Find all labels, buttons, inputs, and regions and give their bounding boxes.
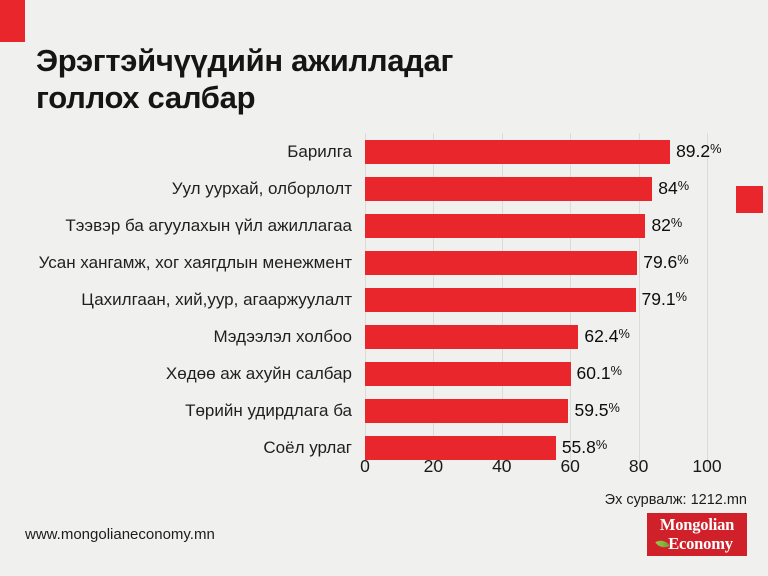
value-label: 59.5% — [574, 400, 620, 420]
value-label: 55.8% — [561, 437, 608, 457]
category-label: Соёл урлаг — [263, 437, 352, 457]
bar-area: 82% — [365, 207, 768, 244]
value-label: 60.1% — [576, 363, 622, 383]
gridline-80 — [638, 133, 640, 471]
value-label: 79.6% — [643, 252, 689, 272]
gridline-100 — [707, 133, 708, 471]
website-url: www.mongolianeconomy.mn — [25, 526, 215, 543]
x-axis: 0 20 40 60 80 100 — [360, 456, 721, 478]
page-title-line1: Эрэгтэйчүүдийн ажилладаг — [36, 43, 454, 78]
x-axis-tick-60: 60 — [560, 456, 580, 476]
chart-row: Цахилгаан, хий,уур, агааржуулалт 79.1% — [0, 281, 768, 318]
top-left-accent-square — [0, 0, 25, 42]
right-edge-accent-square — [736, 186, 763, 213]
category-label: Уул уурхай, олборлолт — [171, 178, 352, 198]
percent-sign: % — [677, 252, 689, 267]
bar-area: 55.8% — [365, 429, 768, 466]
logo-line2: Economy — [655, 533, 733, 553]
logo-line2-text: Economy — [668, 533, 733, 553]
percent-sign: % — [710, 141, 722, 156]
bar-area: 79.6% — [365, 244, 768, 281]
percent-sign: % — [670, 215, 683, 230]
percent-sign: % — [677, 178, 690, 193]
category-label: Тээвэр ба агуулахын үйл ажиллагаа — [65, 215, 352, 235]
chart-row: Төрийн удирдлага ба 59.5% — [0, 392, 768, 429]
bar-area: 59.5% — [365, 392, 768, 429]
chart-row: Хөдөө аж ахуйн салбар 60.1% — [0, 355, 768, 392]
value-label: 89.2% — [676, 141, 722, 161]
value-label: 82% — [651, 215, 683, 235]
value-label: 62.4% — [584, 326, 630, 346]
percent-sign: % — [675, 289, 687, 304]
bar-area: 89.2% — [365, 133, 768, 170]
value-label: 79.1% — [641, 289, 687, 309]
bar-area: 79.1% — [365, 281, 768, 318]
bar — [365, 250, 638, 275]
bar — [365, 435, 556, 460]
page-title: Эрэгтэйчүүдийн ажилладаг голлох салбар — [36, 42, 596, 116]
chart-row: Соёл урлаг 55.8% — [0, 429, 768, 466]
x-axis-tick-0: 0 — [360, 456, 370, 476]
bar-area: 84% — [365, 170, 768, 207]
percent-sign: % — [610, 363, 622, 378]
bar — [365, 361, 571, 386]
x-axis-tick-80: 80 — [628, 456, 649, 476]
percent-sign: % — [595, 437, 608, 452]
bar — [365, 213, 646, 238]
page-title-line2: голлох салбар — [36, 80, 256, 116]
logo-line1: Mongolian — [659, 515, 735, 535]
x-axis-tick-100: 100 — [692, 456, 722, 476]
bar — [365, 324, 579, 349]
category-label: Төрийн удирдлага ба — [185, 400, 352, 420]
chart-row: Усан хангамж, хог хаягдлын менежмент 79.6… — [0, 244, 768, 281]
x-axis-tick-20: 20 — [423, 456, 444, 476]
x-axis-tick-40: 40 — [492, 456, 512, 476]
category-label: Мэдээлэл холбоо — [213, 326, 352, 346]
value-label: 84% — [658, 178, 690, 198]
chart-row: Уул уурхай, олборлолт 84% — [0, 170, 768, 207]
bar — [365, 139, 671, 164]
category-label: Цахилгаан, хий,уур, агааржуулалт — [81, 289, 352, 309]
chart-row: Тээвэр ба агуулахын үйл ажиллагаа 82% — [0, 207, 768, 244]
chart-row: Мэдээлэл холбоо 62.4% — [0, 318, 768, 355]
bar — [365, 398, 569, 423]
bar-area: 60.1% — [365, 355, 768, 392]
source-text: Эх сурвалж: 1212.mn — [604, 492, 747, 508]
category-label: Барилга — [287, 141, 352, 161]
bar — [365, 176, 653, 201]
percent-sign: % — [608, 400, 620, 415]
category-label: Усан хангамж, хог хаягдлын менежмент — [38, 252, 352, 272]
category-label: Хөдөө аж ахуйн салбар — [165, 363, 352, 383]
percent-sign: % — [618, 326, 630, 341]
chart-row: Барилга 89.2% — [0, 133, 768, 170]
bar-area: 62.4% — [365, 318, 768, 355]
bar — [365, 287, 636, 312]
mongolian-economy-logo: Mongolian Economy — [647, 513, 747, 556]
